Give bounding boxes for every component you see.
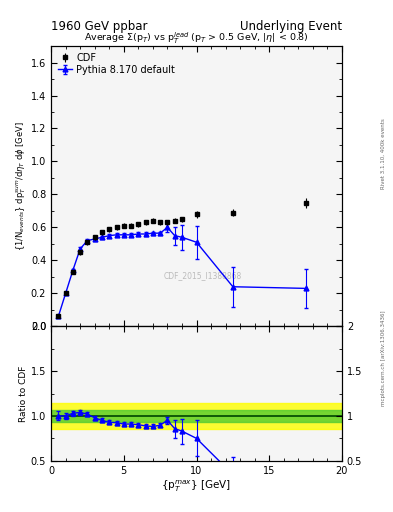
X-axis label: {p$_T^{max}$} [GeV]: {p$_T^{max}$} [GeV] xyxy=(162,478,231,494)
Title: Average $\Sigma$(p$_T$) vs p$_T^{lead}$ (p$_T$ > 0.5 GeV, |$\eta$| < 0.8): Average $\Sigma$(p$_T$) vs p$_T^{lead}$ … xyxy=(84,31,309,46)
Y-axis label: {1/N$_{events}$} dp$_T^{sum}$/d$\eta_T$ d$\phi$ [GeV]: {1/N$_{events}$} dp$_T^{sum}$/d$\eta_T$ … xyxy=(15,121,28,251)
Text: Underlying Event: Underlying Event xyxy=(240,20,342,33)
Legend: CDF, Pythia 8.170 default: CDF, Pythia 8.170 default xyxy=(56,51,177,77)
Text: Rivet 3.1.10, 400k events: Rivet 3.1.10, 400k events xyxy=(381,118,386,189)
Text: CDF_2015_I1388868: CDF_2015_I1388868 xyxy=(163,271,241,281)
Text: mcplots.cern.ch [arXiv:1306.3436]: mcplots.cern.ch [arXiv:1306.3436] xyxy=(381,311,386,406)
Text: 1960 GeV ppbar: 1960 GeV ppbar xyxy=(51,20,148,33)
Y-axis label: Ratio to CDF: Ratio to CDF xyxy=(19,366,28,422)
